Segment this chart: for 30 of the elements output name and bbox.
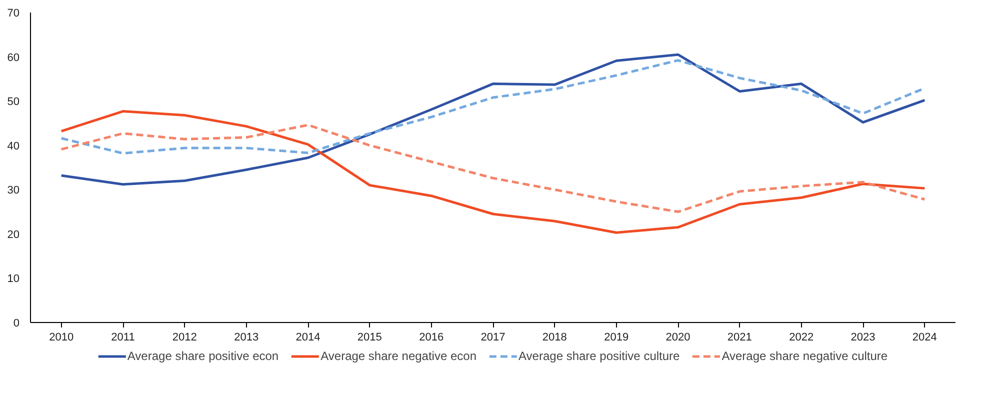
y-tick-label: 60 <box>7 52 20 64</box>
y-tick-label: 70 <box>7 8 20 20</box>
legend-label: Average share negative culture <box>722 349 888 363</box>
x-tick-label: 2012 <box>172 332 197 344</box>
x-tick-label: 2015 <box>357 332 382 344</box>
x-tick-label: 2017 <box>480 332 506 344</box>
line-series <box>60 53 926 186</box>
legend-label: Average share positive econ <box>127 349 279 363</box>
x-tick-label: 2014 <box>296 332 320 344</box>
x-tick-label: 2021 <box>727 332 752 344</box>
x-tick-label: 2011 <box>111 332 135 344</box>
y-tick-label: 0 <box>13 318 20 330</box>
x-tick-label: 2016 <box>419 332 444 344</box>
y-tick-label: 50 <box>7 96 20 108</box>
line-series <box>60 110 926 234</box>
x-tick-label: 2013 <box>234 332 259 344</box>
x-tick-label: 2018 <box>542 332 567 344</box>
line-series <box>60 124 926 214</box>
y-tick-label: 30 <box>7 184 20 197</box>
legend-label: Average share positive culture <box>518 349 680 363</box>
x-tick-label: 2023 <box>850 332 876 344</box>
y-tick-label: 20 <box>7 228 20 241</box>
x-tick-label: 2020 <box>666 332 690 344</box>
x-tick-label: 2019 <box>604 332 629 344</box>
y-tick-label: 10 <box>7 273 20 286</box>
x-tick-label: 2022 <box>789 332 814 344</box>
x-tick-label: 2024 <box>912 332 937 344</box>
y-tick-label: 40 <box>7 140 20 152</box>
x-tick-label: 2010 <box>49 332 74 344</box>
legend-label: Average share negative econ <box>320 349 477 363</box>
